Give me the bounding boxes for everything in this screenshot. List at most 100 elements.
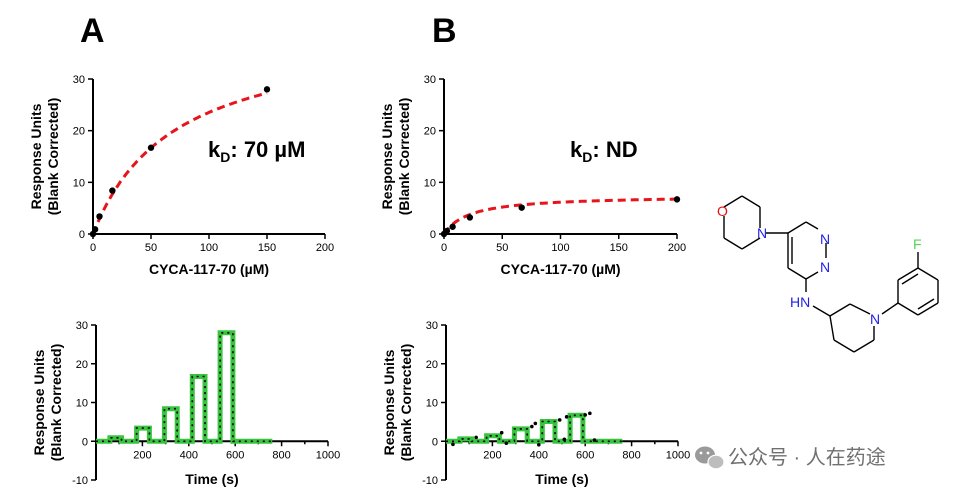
watermark-text: 公众号 · 人在药途 (728, 446, 886, 469)
x-tick-label: 1000 (316, 449, 340, 461)
atom-oxygen: O (717, 203, 728, 219)
data-point (449, 223, 456, 230)
x-tick-label: 200 (668, 242, 686, 254)
sensorgram-response-trace (96, 332, 273, 443)
data-point (91, 226, 99, 233)
y-tick-label: 20 (424, 126, 436, 138)
kd-a-sub: D (220, 149, 230, 165)
x-tick-label: 0 (441, 242, 447, 254)
atom-fluorine: F (913, 236, 922, 252)
response-point (557, 418, 562, 422)
y-tick-label: 10 (424, 177, 436, 189)
kd-b-prefix: k (570, 137, 583, 162)
x-axis-label: CYCA-117-70 (µM) (149, 261, 269, 277)
molecule-structure: O N N N HN N F (717, 195, 939, 353)
y-axis-label-line2: (Blank Corrected) (45, 98, 61, 215)
atom-nitrogen-morpholine: N (757, 225, 767, 241)
y-tick-label: 30 (73, 74, 85, 86)
y-tick-label: 20 (426, 359, 438, 371)
response-point (533, 421, 538, 426)
sensorgram-fit-line (96, 330, 273, 444)
response-point (499, 430, 504, 435)
data-point (263, 86, 271, 93)
chart-b-sensorgram: -10 0 10 20 30 200 400 600 800 1000 Time (s) Respon… (381, 320, 690, 487)
data-point (518, 204, 525, 211)
sensorgram-response-trace (446, 414, 623, 443)
y-axis-label-line1: Response Units (31, 349, 47, 455)
data-point (147, 144, 155, 151)
y-axis-label-line1: Response Units (28, 103, 44, 209)
y-tick-label: 0 (430, 229, 436, 241)
x-tick-label: 200 (483, 449, 501, 461)
y-tick-label: 30 (426, 320, 438, 332)
y-tick-label: 30 (76, 320, 88, 332)
x-tick-label: 800 (272, 449, 290, 461)
response-point (451, 442, 455, 447)
x-tick-label: 0 (90, 242, 96, 254)
x-tick-label: 50 (145, 242, 157, 254)
panel-b-label: B (432, 12, 457, 50)
y-axis-label-line2: (Blank Corrected) (396, 98, 412, 215)
kd-b-annotation: kD: ND (570, 137, 638, 165)
fit-curve (442, 197, 677, 235)
y-axis-label-line1: Response Units (381, 349, 397, 455)
x-tick-label: 200 (133, 449, 151, 461)
x-tick-label: 150 (610, 242, 628, 254)
data-point (443, 227, 451, 235)
response-point (474, 435, 478, 440)
response-point (564, 415, 569, 419)
y-tick-label: 0 (432, 436, 438, 448)
x-axis-label: Time (s) (535, 471, 588, 487)
atom-nitrogen-piperidine: N (870, 311, 880, 327)
response-point (592, 438, 597, 442)
chart-a-sensorgram: -10 0 10 20 30 200 400 600 800 1000 Time (s) Respon… (31, 320, 340, 487)
x-tick-label: 150 (258, 242, 276, 254)
x-tick-label: 600 (226, 449, 244, 461)
y-tick-label: 30 (424, 74, 436, 86)
x-tick-label: 100 (551, 242, 569, 254)
atom-amine-nh: HN (790, 294, 810, 310)
kd-b-sub: D (582, 149, 592, 165)
y-tick-label: 0 (82, 436, 88, 448)
panel-a-label: A (80, 12, 105, 50)
atom-nitrogen-pyrimidine-1: N (820, 231, 830, 247)
fit-curve (91, 91, 268, 235)
response-point (504, 441, 509, 445)
x-tick-label: 1000 (666, 449, 690, 461)
x-tick-label: 400 (180, 449, 198, 461)
response-point (588, 411, 592, 416)
chart-b-binding: 0 10 20 30 0 50 100 150 200 CYCA-117-70 (µM) Respo… (379, 74, 686, 277)
y-axis-label-line2: (Blank Corrected) (398, 344, 414, 461)
sensorgram-fit-line (446, 412, 623, 444)
x-tick-label: 400 (530, 449, 548, 461)
kd-a-annotation: kD: 70 µM (208, 137, 305, 165)
y-axis-label-line2: (Blank Corrected) (48, 344, 64, 461)
y-tick-label: 20 (73, 126, 85, 138)
chart-a-binding: 0 10 20 30 0 50 100 150 200 CYCA-117-70 (µM) Respo… (28, 74, 334, 277)
data-point (96, 213, 103, 220)
x-tick-label: 200 (316, 242, 334, 254)
x-axis-label: CYCA-117-70 (µM) (500, 261, 620, 277)
x-tick-label: 800 (622, 449, 640, 461)
y-tick-label: 20 (76, 359, 88, 371)
atom-nitrogen-pyrimidine-2: N (820, 259, 830, 275)
y-tick-label: 10 (76, 398, 88, 410)
y-tick-label: -10 (422, 475, 438, 487)
response-point (583, 413, 587, 417)
response-point (562, 437, 567, 442)
response-point (530, 424, 534, 429)
x-tick-label: 50 (496, 242, 508, 254)
y-axis-label-line1: Response Units (379, 103, 395, 209)
y-tick-label: 10 (426, 398, 438, 410)
data-point (673, 196, 681, 203)
x-axis-label: Time (s) (185, 471, 238, 487)
response-point (537, 442, 541, 447)
data-point (466, 214, 474, 221)
wechat-icon (695, 446, 725, 470)
watermark: 公众号 · 人在药途 (695, 446, 886, 470)
kd-a-prefix: k (208, 137, 221, 162)
x-tick-label: 600 (576, 449, 594, 461)
kd-a-value: : 70 µM (230, 137, 305, 162)
x-tick-label: 100 (200, 242, 218, 254)
